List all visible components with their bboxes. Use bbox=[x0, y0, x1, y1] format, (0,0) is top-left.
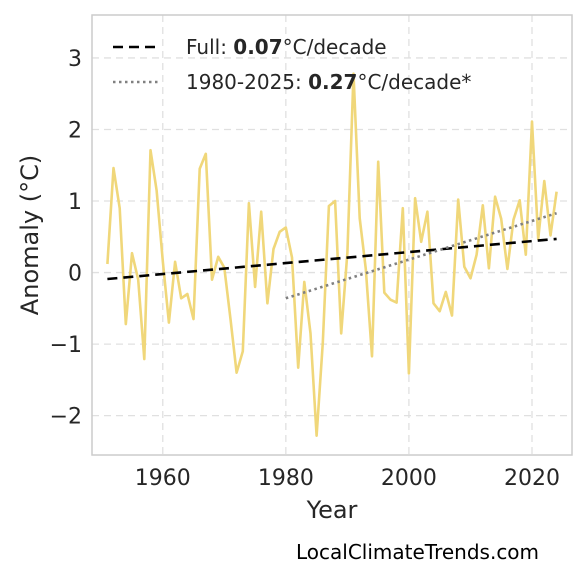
legend-label: 1980-2025: 0.27°C/decade* bbox=[186, 70, 471, 94]
full-trend-line bbox=[107, 237, 557, 281]
watermark: LocalClimateTrends.com bbox=[296, 540, 540, 564]
series-layer bbox=[106, 72, 558, 438]
x-tick-label: 2000 bbox=[381, 466, 437, 491]
y-tick-label: −1 bbox=[50, 333, 82, 358]
anomaly-series-line bbox=[106, 72, 558, 438]
y-tick-label: 3 bbox=[68, 47, 82, 72]
y-tick-label: 2 bbox=[68, 118, 82, 143]
x-axis-label: Year bbox=[306, 496, 358, 524]
plot-frame bbox=[91, 14, 573, 456]
legend-label: Full: 0.07°C/decade bbox=[186, 35, 387, 59]
x-tick-label: 1980 bbox=[258, 466, 314, 491]
x-tick-label: 2020 bbox=[504, 466, 560, 491]
y-tick-label: 0 bbox=[68, 262, 82, 287]
y-axis-label: Anomaly (°C) bbox=[16, 155, 44, 315]
x-tick-label: 1960 bbox=[135, 466, 191, 491]
legend: Full: 0.07°C/decade 1980-2025: 0.27°C/dec… bbox=[113, 35, 471, 94]
y-ticks: −2 −1 0 1 2 3 bbox=[50, 47, 82, 430]
y-tick-label: 1 bbox=[68, 190, 82, 215]
grid bbox=[92, 15, 572, 455]
y-tick-label: −2 bbox=[50, 405, 82, 430]
x-ticks: 1960 1980 2000 2020 bbox=[135, 466, 560, 491]
